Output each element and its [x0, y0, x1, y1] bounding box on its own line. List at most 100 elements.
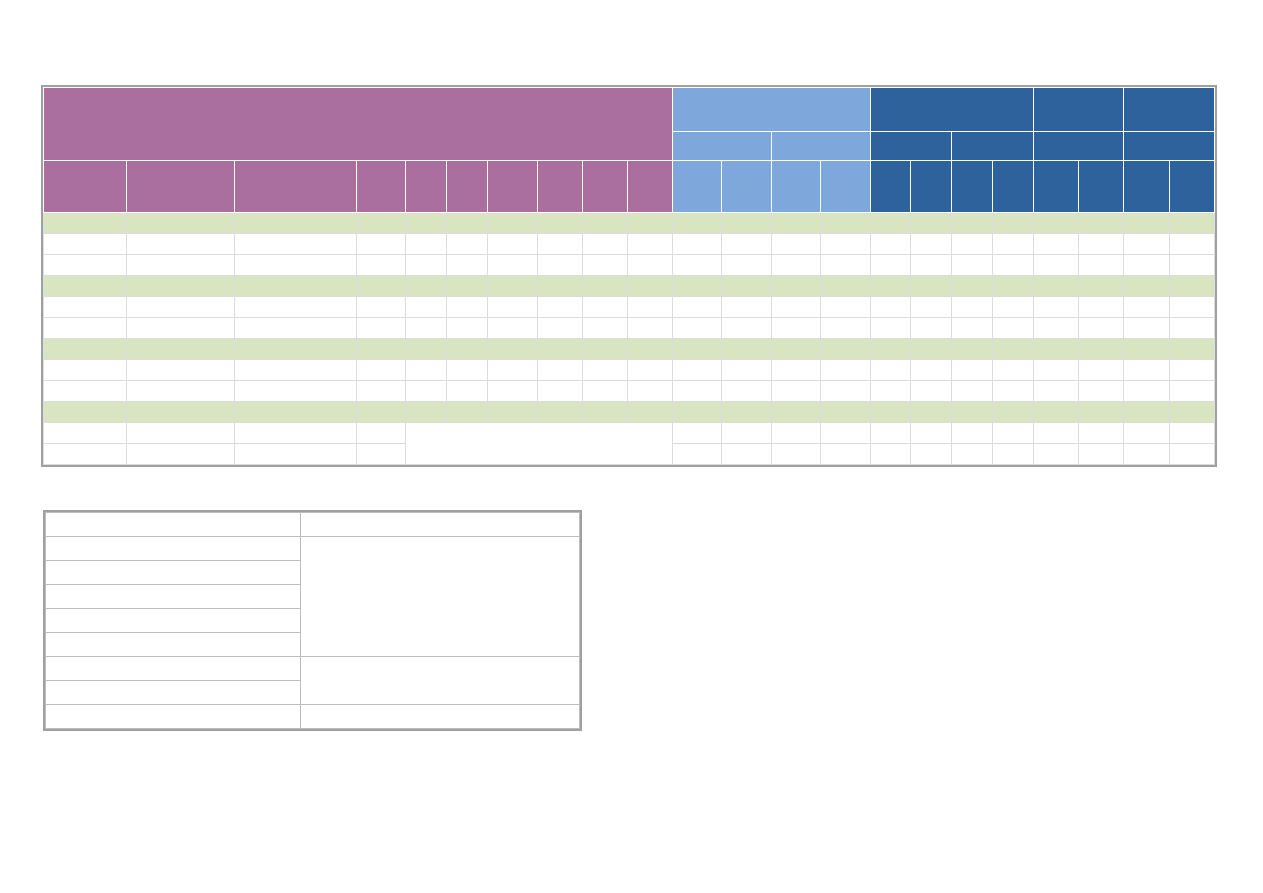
table-cell[interactable]	[1078, 338, 1124, 360]
table-cell[interactable]	[1078, 443, 1124, 465]
table-cell[interactable]	[1169, 212, 1215, 234]
table-cell[interactable]	[721, 254, 772, 276]
table-cell[interactable]	[870, 233, 911, 255]
table-cell[interactable]	[487, 338, 538, 360]
table-cell[interactable]	[627, 317, 673, 339]
table-cell[interactable]	[820, 401, 871, 423]
table-cell[interactable]	[405, 212, 447, 234]
table-cell[interactable]	[126, 401, 235, 423]
table-cell[interactable]	[672, 296, 722, 318]
table-cell[interactable]	[771, 296, 821, 318]
table-cell[interactable]	[1123, 212, 1170, 234]
table-cell[interactable]	[537, 254, 583, 276]
table-cell[interactable]	[234, 296, 357, 318]
table-cell[interactable]	[405, 296, 447, 318]
table-cell[interactable]	[820, 317, 871, 339]
table-cell[interactable]	[1033, 443, 1079, 465]
table-cell[interactable]	[721, 317, 772, 339]
table-cell[interactable]	[446, 359, 488, 381]
table-cell[interactable]	[582, 212, 628, 234]
table-cell[interactable]	[446, 275, 488, 297]
table-cell[interactable]	[487, 380, 538, 402]
table-cell[interactable]	[43, 401, 127, 423]
table-cell[interactable]	[43, 212, 127, 234]
table-cell[interactable]	[234, 317, 357, 339]
table-cell[interactable]	[1033, 275, 1079, 297]
table-cell[interactable]	[870, 212, 911, 234]
table-cell[interactable]	[126, 275, 235, 297]
table-cell[interactable]	[992, 296, 1034, 318]
table-cell[interactable]	[771, 338, 821, 360]
table-cell[interactable]	[870, 275, 911, 297]
table-cell[interactable]	[771, 275, 821, 297]
table-cell[interactable]	[405, 233, 447, 255]
table-cell[interactable]	[910, 275, 952, 297]
table-cell[interactable]	[771, 380, 821, 402]
table-cell[interactable]	[582, 233, 628, 255]
table-cell[interactable]	[487, 254, 538, 276]
table-cell[interactable]	[951, 359, 993, 381]
table-cell[interactable]	[126, 422, 235, 444]
table-cell[interactable]	[446, 212, 488, 234]
table-cell[interactable]	[537, 212, 583, 234]
table-cell[interactable]	[405, 338, 447, 360]
table-cell[interactable]	[992, 422, 1034, 444]
table-cell[interactable]	[1123, 296, 1170, 318]
table-cell[interactable]	[1123, 422, 1170, 444]
table-cell[interactable]	[820, 233, 871, 255]
table-cell[interactable]	[820, 359, 871, 381]
table-cell[interactable]	[870, 380, 911, 402]
table-cell[interactable]	[446, 317, 488, 339]
table-cell[interactable]	[405, 401, 447, 423]
table-cell[interactable]	[951, 443, 993, 465]
table-cell[interactable]	[405, 317, 447, 339]
table-cell[interactable]	[627, 380, 673, 402]
table-cell[interactable]	[910, 233, 952, 255]
table-cell[interactable]	[582, 254, 628, 276]
table-cell[interactable]	[43, 317, 127, 339]
table-cell[interactable]	[951, 422, 993, 444]
table-cell[interactable]	[721, 422, 772, 444]
table-cell[interactable]	[234, 212, 357, 234]
table-cell[interactable]	[356, 443, 406, 465]
table-cell[interactable]	[1123, 233, 1170, 255]
table-cell[interactable]	[1078, 401, 1124, 423]
table-cell[interactable]	[992, 317, 1034, 339]
table-cell[interactable]	[405, 380, 447, 402]
table-cell[interactable]	[405, 359, 447, 381]
table-cell[interactable]	[1078, 422, 1124, 444]
table-cell[interactable]	[672, 443, 722, 465]
table-cell[interactable]	[1033, 422, 1079, 444]
table-cell[interactable]	[870, 359, 911, 381]
table-cell[interactable]	[820, 443, 871, 465]
table-cell[interactable]	[721, 296, 772, 318]
table-cell[interactable]	[870, 401, 911, 423]
table-cell[interactable]	[910, 443, 952, 465]
table-cell[interactable]	[126, 380, 235, 402]
table-cell[interactable]	[1169, 254, 1215, 276]
table-cell[interactable]	[43, 254, 127, 276]
table-cell[interactable]	[356, 401, 406, 423]
table-cell[interactable]	[1123, 380, 1170, 402]
table-cell[interactable]	[126, 212, 235, 234]
table-cell[interactable]	[537, 359, 583, 381]
table-cell[interactable]	[910, 359, 952, 381]
table-cell[interactable]	[356, 422, 406, 444]
table-cell[interactable]	[582, 317, 628, 339]
table-cell[interactable]	[1123, 401, 1170, 423]
table-cell[interactable]	[721, 380, 772, 402]
table-cell[interactable]	[1169, 233, 1215, 255]
table-cell[interactable]	[43, 443, 127, 465]
table-cell[interactable]	[234, 338, 357, 360]
table-cell[interactable]	[356, 254, 406, 276]
table-cell[interactable]	[672, 212, 722, 234]
table-cell[interactable]	[1169, 296, 1215, 318]
table-cell[interactable]	[672, 422, 722, 444]
table-cell[interactable]	[951, 296, 993, 318]
table-cell[interactable]	[910, 212, 952, 234]
table-cell[interactable]	[721, 233, 772, 255]
table-cell[interactable]	[1033, 296, 1079, 318]
table-cell[interactable]	[910, 401, 952, 423]
table-cell[interactable]	[771, 401, 821, 423]
table-cell[interactable]	[627, 233, 673, 255]
